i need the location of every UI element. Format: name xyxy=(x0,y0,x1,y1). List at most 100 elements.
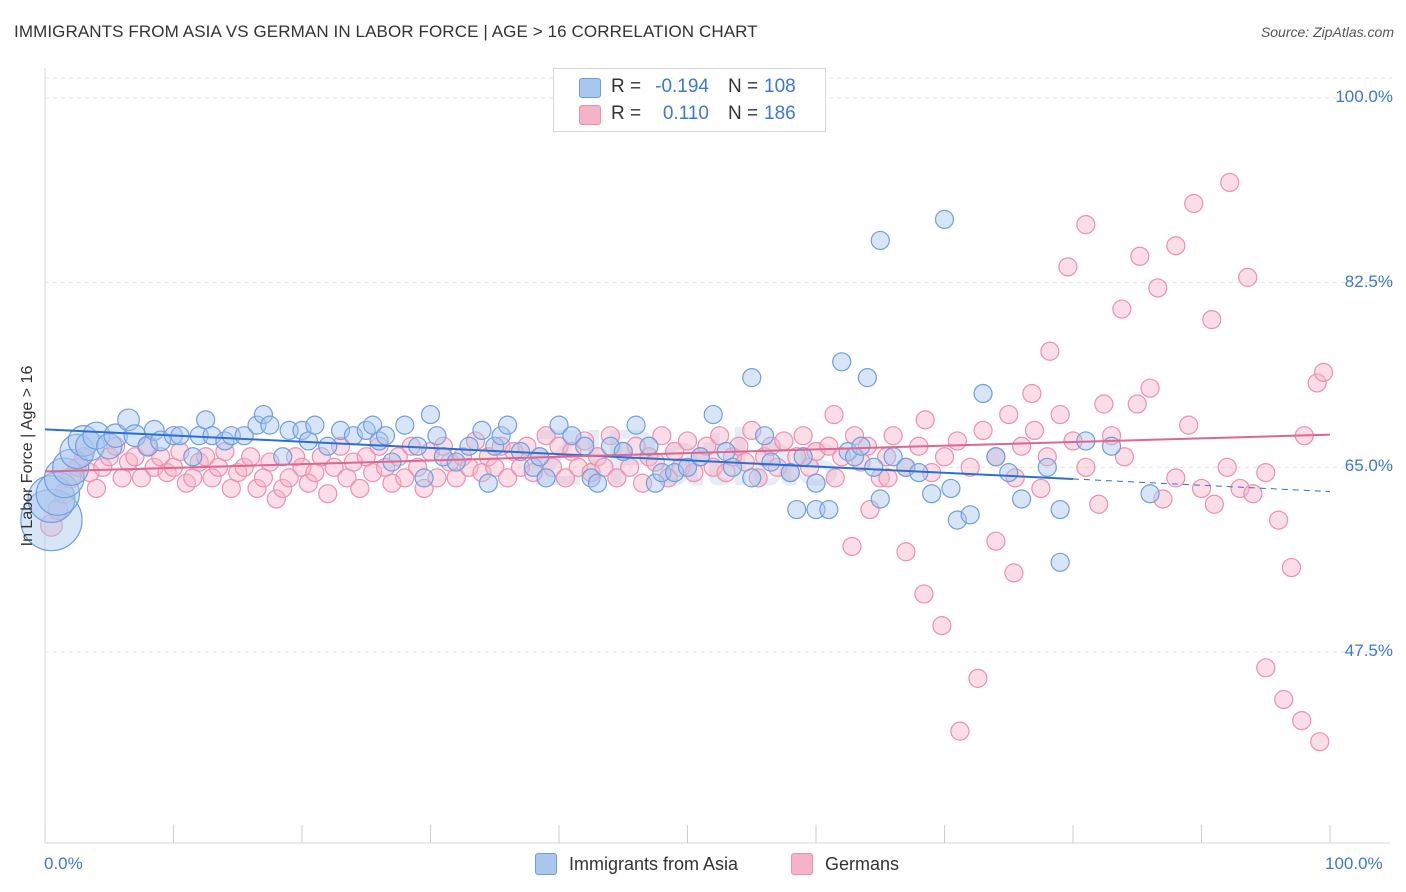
asia-point xyxy=(427,426,447,446)
german-point xyxy=(677,431,698,451)
asia-point xyxy=(639,436,659,456)
legend-r-value: -0.194 xyxy=(655,76,709,97)
german-point xyxy=(1040,341,1060,361)
asia-point xyxy=(947,510,967,530)
asia-point xyxy=(234,426,254,446)
german-point xyxy=(1022,383,1042,404)
asia-point xyxy=(183,447,203,467)
german-point xyxy=(446,468,466,488)
asia-point xyxy=(1037,457,1057,477)
german-point xyxy=(825,468,845,488)
asia-point xyxy=(690,447,710,467)
german-point xyxy=(1166,236,1186,256)
legend-r-label: R = xyxy=(611,103,642,124)
german-point xyxy=(639,447,659,467)
german-point xyxy=(1184,193,1204,214)
y-tick-label: 100.0% xyxy=(1335,87,1393,106)
german-point xyxy=(266,489,286,509)
german-point xyxy=(1094,394,1114,414)
german-point xyxy=(754,447,775,467)
asia-point xyxy=(922,484,942,504)
german-point xyxy=(555,468,576,488)
german-point xyxy=(1153,489,1173,509)
german-point xyxy=(1274,689,1294,710)
watermark: ZIPatlas xyxy=(534,413,841,502)
german-point xyxy=(1191,478,1212,499)
series-legend-german[interactable]: Germans xyxy=(791,852,899,876)
series-legend-asia[interactable]: Immigrants from Asia xyxy=(535,852,738,876)
german-point xyxy=(202,468,222,488)
german-point xyxy=(247,478,267,499)
german-point xyxy=(1281,557,1302,578)
german-point xyxy=(1130,246,1150,266)
asia-point xyxy=(20,488,83,552)
german-point xyxy=(878,468,898,488)
german-legend-label: Germans xyxy=(825,853,900,874)
german-point xyxy=(1076,457,1096,477)
asia-point xyxy=(742,368,762,388)
asia-point xyxy=(754,426,775,446)
asia-point xyxy=(1050,499,1070,520)
trend-lines xyxy=(44,428,1331,493)
german-point xyxy=(459,457,479,477)
german-point xyxy=(703,457,723,477)
german-point xyxy=(1112,299,1132,319)
x-axis-ticks xyxy=(44,825,1331,843)
german-point xyxy=(408,457,428,477)
asia-point xyxy=(491,426,511,446)
german-point xyxy=(1202,310,1222,330)
german-point xyxy=(742,420,762,440)
asia-point xyxy=(999,463,1019,483)
german-point xyxy=(915,410,935,430)
german-legend-swatch xyxy=(791,853,813,875)
asia-point xyxy=(498,415,518,435)
german-point xyxy=(934,447,955,467)
german-point xyxy=(806,441,826,462)
asia-point xyxy=(414,468,434,488)
german-point xyxy=(93,457,113,477)
german-point xyxy=(1179,415,1199,435)
german-point xyxy=(1140,378,1160,398)
asia-point xyxy=(292,420,312,440)
asia-points xyxy=(20,209,1160,572)
german-point xyxy=(774,431,794,451)
german-point xyxy=(575,431,595,451)
german-point xyxy=(1220,172,1240,193)
legend-r-value: 0.110 xyxy=(662,103,709,124)
asia-point xyxy=(478,473,498,493)
asia-point xyxy=(870,230,890,251)
asia-point xyxy=(103,423,128,448)
source-label: Source: ZipAtlas.com xyxy=(1260,24,1394,40)
german-point xyxy=(1256,463,1276,483)
asia-point xyxy=(562,426,582,446)
x-tick-label-0: 0.0% xyxy=(44,854,83,873)
german-point xyxy=(1005,468,1025,488)
german-point xyxy=(968,668,988,688)
asia-point xyxy=(549,415,569,435)
asia-point xyxy=(536,468,556,488)
german-point xyxy=(86,478,107,499)
asia-point xyxy=(838,441,858,462)
asia-legend-label: Immigrants from Asia xyxy=(569,853,739,874)
asia-point xyxy=(420,404,441,425)
german-point xyxy=(228,463,248,483)
asia-trend-extension xyxy=(1072,478,1331,493)
german-point xyxy=(697,436,717,456)
legend-r-label: R = xyxy=(611,76,642,97)
asia-point xyxy=(941,478,961,499)
german-point xyxy=(395,468,415,488)
german-point xyxy=(1004,563,1024,583)
german-point xyxy=(1037,447,1057,467)
german-point xyxy=(607,468,627,488)
asia-point xyxy=(832,352,852,372)
asia-trend-line xyxy=(44,428,1074,480)
legend-n-label: N = xyxy=(728,76,759,97)
german-point xyxy=(542,457,563,477)
german-point xyxy=(1230,478,1250,499)
asia-point xyxy=(973,383,993,404)
german-point xyxy=(273,478,293,499)
german-point xyxy=(1268,510,1289,530)
asia-point xyxy=(273,447,293,467)
german-swatch xyxy=(579,105,601,125)
german-point xyxy=(914,584,934,604)
